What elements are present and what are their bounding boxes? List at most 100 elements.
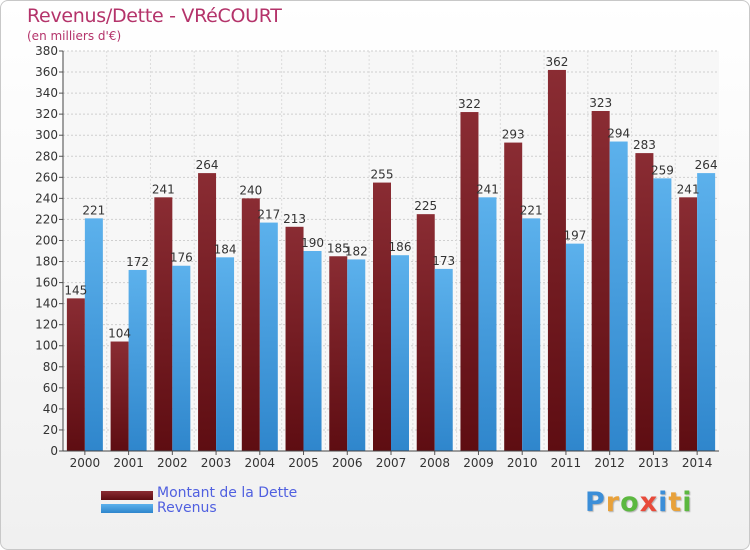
debt-bar xyxy=(110,341,129,451)
logo-letter: o xyxy=(620,487,640,518)
y-tick-label: 220 xyxy=(35,212,58,226)
y-tick-label: 320 xyxy=(35,107,58,121)
chart-title: Revenus/Dette - VRéCOURT xyxy=(27,5,282,27)
debt-bar xyxy=(241,198,260,451)
data-label: 293 xyxy=(502,128,525,142)
debt-bar xyxy=(198,173,217,451)
legend-label-revenus: Revenus xyxy=(157,500,217,516)
y-tick-label: 300 xyxy=(35,128,58,142)
revenue-bar xyxy=(172,265,191,451)
x-tick-label: 2014 xyxy=(682,456,713,470)
data-label: 255 xyxy=(371,168,394,182)
data-label: 104 xyxy=(108,327,131,341)
legend-label-dette: Montant de la Dette xyxy=(157,485,298,501)
logo-letter: P xyxy=(585,487,606,518)
data-label: 145 xyxy=(64,283,87,297)
y-tick-label: 280 xyxy=(35,149,58,163)
logo-letter: t xyxy=(668,487,683,518)
x-tick-label: 2002 xyxy=(157,456,188,470)
data-label: 225 xyxy=(414,199,437,213)
x-tick-label: 2007 xyxy=(376,456,407,470)
data-label: 172 xyxy=(126,255,149,269)
x-tick-label: 2000 xyxy=(70,456,101,470)
revenue-bar xyxy=(128,269,147,451)
data-label: 264 xyxy=(695,158,718,172)
bars xyxy=(66,69,716,452)
revenue-bar xyxy=(391,255,409,451)
debt-bar xyxy=(154,197,173,451)
data-label: 259 xyxy=(651,163,674,177)
x-tick-label: 2010 xyxy=(507,456,538,470)
data-label: 322 xyxy=(458,97,481,111)
debt-bar xyxy=(285,226,304,451)
y-tick-label: 80 xyxy=(43,360,58,374)
data-label: 197 xyxy=(563,229,586,243)
chart-subtitle: (en milliers d'€) xyxy=(27,29,122,43)
data-label: 185 xyxy=(327,241,350,255)
y-tick-label: 60 xyxy=(43,381,58,395)
x-tick-label: 2006 xyxy=(332,456,363,470)
debt-bar xyxy=(329,256,348,451)
y-tick-label: 20 xyxy=(43,423,58,437)
data-label: 362 xyxy=(545,55,568,69)
legend-swatch-revenus xyxy=(101,504,153,513)
revenue-bar xyxy=(216,257,235,451)
data-label: 241 xyxy=(476,182,499,196)
y-tick-label: 260 xyxy=(35,170,58,184)
x-tick-label: 2005 xyxy=(288,456,319,470)
logo-letter: r xyxy=(605,487,621,518)
revenue-bar xyxy=(565,243,584,451)
debt-bar xyxy=(416,214,435,451)
revenue-bar xyxy=(303,251,322,451)
x-tick-label: 2008 xyxy=(419,456,450,470)
revenue-bar xyxy=(259,222,278,451)
data-label: 186 xyxy=(389,240,412,254)
data-label: 182 xyxy=(345,244,368,258)
data-label: 173 xyxy=(432,254,455,268)
x-tick-label: 2003 xyxy=(201,456,232,470)
logo-letter: i xyxy=(658,487,669,518)
data-label: 323 xyxy=(589,96,612,110)
debt-bar xyxy=(504,142,523,451)
y-tick-label: 360 xyxy=(35,65,58,79)
x-tick-label: 2011 xyxy=(551,456,582,470)
logo-letter: x xyxy=(639,487,659,518)
data-label: 184 xyxy=(214,242,237,256)
data-label: 240 xyxy=(239,183,262,197)
revenue-bar xyxy=(84,218,103,451)
data-label: 264 xyxy=(196,158,219,172)
debt-bar xyxy=(679,197,698,451)
data-label: 190 xyxy=(301,236,324,250)
revenue-bar xyxy=(434,268,453,451)
y-tick-label: 180 xyxy=(35,255,58,269)
data-label: 283 xyxy=(633,138,656,152)
debt-bar xyxy=(591,111,610,451)
revenue-bar xyxy=(609,141,628,452)
debt-bar xyxy=(66,298,85,451)
revenue-bar xyxy=(522,218,541,451)
y-tick-label: 160 xyxy=(35,276,58,290)
debt-bar xyxy=(635,153,654,451)
x-tick-label: 2004 xyxy=(245,456,276,470)
x-tick-label: 2013 xyxy=(638,456,669,470)
data-label: 217 xyxy=(257,208,280,222)
logo-letter: i xyxy=(682,487,693,518)
axes: 0 20 40 60 80 100 120 140 160 180 200 220 240 260 280 3… xyxy=(35,44,719,470)
proxiti-logo: Proxiti xyxy=(585,487,693,518)
y-tick-label: 200 xyxy=(35,233,58,247)
x-tick-label: 2009 xyxy=(463,456,494,470)
debt-bar xyxy=(547,69,566,452)
data-label: 241 xyxy=(677,182,700,196)
revenue-bar xyxy=(347,259,366,451)
y-tick-label: 100 xyxy=(35,339,58,353)
y-tick-label: 340 xyxy=(35,86,58,100)
debt-bar xyxy=(460,112,479,451)
x-tick-label: 2012 xyxy=(594,456,625,470)
y-tick-label: 380 xyxy=(35,44,58,58)
data-label: 221 xyxy=(520,203,543,217)
data-label: 221 xyxy=(82,203,105,217)
data-label: 294 xyxy=(607,127,630,141)
